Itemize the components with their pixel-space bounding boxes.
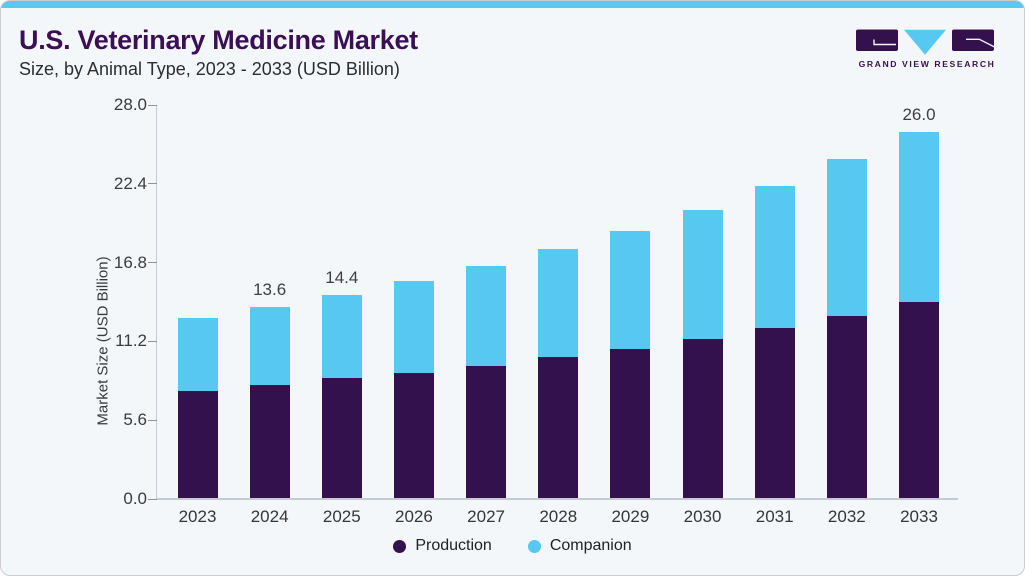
x-axis-category-label: 2024 bbox=[250, 507, 289, 526]
y-tick-mark bbox=[148, 104, 157, 106]
x-axis-category-label: 2025 bbox=[322, 507, 361, 526]
x-axis-category-label: 2032 bbox=[827, 507, 866, 526]
y-tick-label: 16.8 bbox=[113, 252, 147, 272]
x-axis-category-label: 2026 bbox=[395, 507, 433, 526]
y-tick-mark bbox=[148, 183, 157, 185]
bar-value-label: 14.4 bbox=[325, 268, 359, 288]
x-axis-line bbox=[156, 498, 958, 500]
bar-segment-production bbox=[754, 327, 795, 498]
y-tick-label: 22.4 bbox=[113, 173, 147, 193]
bar-segment-companion bbox=[177, 317, 218, 392]
bar-segment-production bbox=[826, 316, 867, 498]
top-accent-bar bbox=[1, 1, 1024, 8]
y-tick-mark bbox=[148, 498, 157, 500]
x-axis-category-label: 2030 bbox=[683, 507, 722, 526]
gvr-logo-graphic: GRAND VIEW RESEARCH bbox=[856, 29, 997, 69]
x-axis-category-label: 2029 bbox=[611, 507, 650, 526]
x-axis-category-label: 2028 bbox=[539, 507, 578, 526]
legend-label: Companion bbox=[549, 537, 632, 554]
bar-segment-companion bbox=[754, 185, 795, 328]
y-tick-label: 5.6 bbox=[123, 410, 147, 430]
x-axis-category-label: 2033 bbox=[900, 507, 938, 526]
bar-segment-production bbox=[466, 365, 507, 498]
y-axis-line bbox=[156, 105, 157, 499]
y-tick-label: 28.0 bbox=[113, 95, 147, 114]
bar-segment-production bbox=[177, 391, 218, 498]
bar-value-label: 13.6 bbox=[253, 279, 287, 299]
y-tick-mark bbox=[148, 340, 157, 342]
bar-segment-production bbox=[899, 302, 939, 498]
bar-segment-companion bbox=[538, 248, 579, 358]
bar-segment-companion bbox=[899, 132, 939, 303]
bar-segment-production bbox=[610, 348, 651, 498]
logo-g-detail bbox=[873, 39, 896, 46]
logo-r-block bbox=[952, 29, 994, 51]
gvr-logo: GRAND VIEW RESEARCH bbox=[854, 27, 1000, 78]
bar-segment-companion bbox=[466, 265, 507, 366]
y-tick-mark bbox=[148, 419, 157, 421]
bar-segment-companion bbox=[610, 230, 651, 349]
x-axis-category-label: 2031 bbox=[755, 507, 794, 526]
bar-segment-companion bbox=[393, 281, 434, 373]
y-tick-label: 0.0 bbox=[123, 489, 147, 508]
x-axis-category-label: 2023 bbox=[178, 507, 217, 526]
bar-segment-companion bbox=[249, 306, 290, 386]
legend-dot-production bbox=[393, 539, 407, 553]
page-subtitle: Size, by Animal Type, 2023 - 2033 (USD B… bbox=[19, 59, 400, 79]
logo-g-block bbox=[856, 29, 898, 51]
bar-segment-production bbox=[249, 385, 290, 498]
legend-item-production: Production bbox=[393, 537, 492, 555]
y-tick-label: 11.2 bbox=[115, 331, 147, 351]
bar-segment-companion bbox=[682, 209, 723, 339]
logo-r-detail bbox=[966, 38, 997, 49]
bar-segment-companion bbox=[321, 295, 362, 379]
bar-segment-production bbox=[321, 378, 362, 498]
page-title: U.S. Veterinary Medicine Market bbox=[19, 25, 418, 55]
x-axis-category-label: 2027 bbox=[467, 507, 505, 526]
legend-label: Production bbox=[415, 537, 492, 554]
bar-segment-companion bbox=[826, 158, 867, 317]
bar-segment-production bbox=[682, 338, 723, 498]
bar-segment-production bbox=[538, 357, 579, 498]
logo-brand-text: GRAND VIEW RESEARCH bbox=[859, 59, 996, 69]
bar-value-label: 26.0 bbox=[902, 105, 936, 125]
legend-dot-companion bbox=[527, 539, 541, 553]
legend-item-companion: Companion bbox=[527, 537, 632, 555]
logo-v-triangle bbox=[904, 29, 946, 55]
y-tick-mark bbox=[148, 262, 157, 264]
bar-segment-production bbox=[393, 372, 434, 498]
chart-legend: Production Companion bbox=[1, 537, 1024, 555]
